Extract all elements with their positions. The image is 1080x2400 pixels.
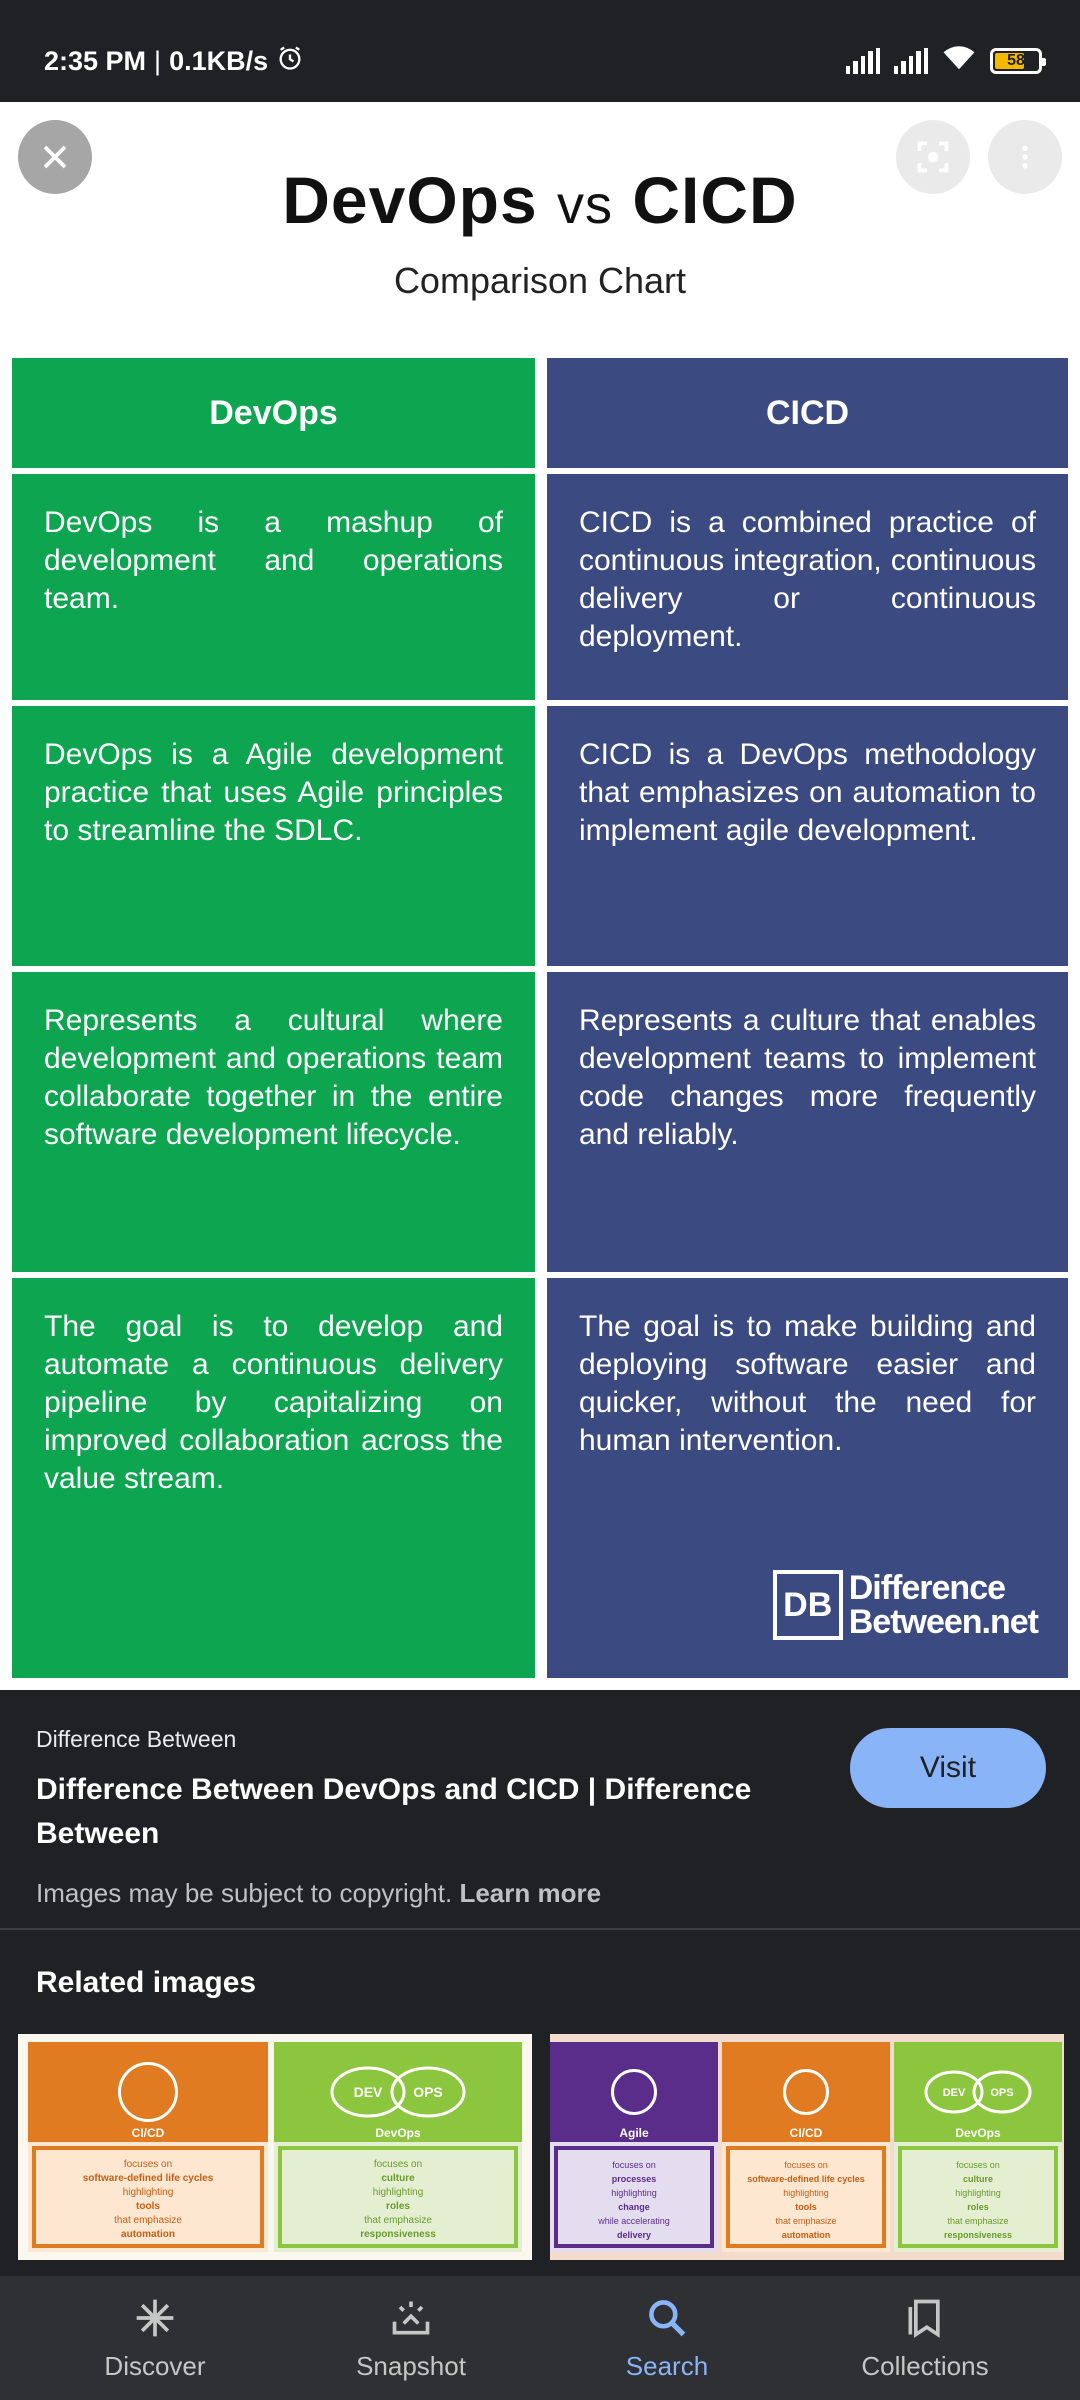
source-name[interactable]: Difference Between — [36, 1726, 237, 1752]
cell-devops-1: DevOps is a mashup of development and op… — [12, 474, 535, 700]
network-speed: 0.1KB/s — [169, 46, 269, 76]
related-images-heading: Related images — [36, 1966, 257, 1999]
thumb2-col-cicd: CI/CD focuses on software-defined life c… — [722, 2042, 890, 2252]
status-right: 58 — [846, 44, 1046, 77]
status-bar: 2:35 PM | 0.1KB/s 58 — [0, 0, 1080, 102]
svg-text:DEV: DEV — [354, 2084, 383, 2100]
image-subtitle: Comparison Chart — [393, 260, 687, 301]
nav-snapshot-label: Snapshot — [356, 2350, 466, 2381]
separator: | — [154, 46, 162, 76]
header-cicd: CICD — [547, 358, 1068, 468]
nav-snapshot[interactable]: Snapshot — [276, 2276, 546, 2400]
cell-cicd-4: The goal is to make building and deployi… — [547, 1278, 1068, 1678]
title-vs: vs — [557, 175, 614, 235]
cell-cicd-2: CICD is a DevOps methodology that emphas… — [547, 706, 1068, 966]
nav-search-label: Search — [625, 2350, 709, 2381]
thumb2-label-devops: DevOps — [955, 2126, 1001, 2140]
search-icon — [644, 2295, 690, 2341]
alarm-icon — [276, 44, 304, 79]
thumb2-label-agile: Agile — [619, 2126, 649, 2140]
watermark-db: DB — [772, 1570, 843, 1640]
thumb1-col-cicd: CI/CD focuses on software-defined life c… — [28, 2042, 268, 2252]
thumb2-lock-icon: Agile — [550, 2042, 718, 2142]
result-title[interactable]: Difference Between DevOps and CICD | Dif… — [36, 1773, 752, 1850]
copyright-text: Images may be subject to copyright. — [36, 1878, 453, 1908]
more-vert-icon — [1022, 145, 1028, 169]
status-left: 2:35 PM | 0.1KB/s — [44, 44, 304, 79]
thumb2-infinity-icon: DEV OPS DevOps — [894, 2042, 1062, 2142]
battery-icon: 58 — [990, 47, 1046, 74]
svg-text:OPS: OPS — [990, 2087, 1013, 2099]
thumb2-box-cicd: focuses on software-defined life cycles … — [726, 2146, 886, 2248]
title-left: DevOps — [282, 163, 538, 237]
header-devops: DevOps — [12, 358, 535, 468]
thumb2-col-devops: DEV OPS DevOps focuses on culture highlig… — [894, 2042, 1062, 2252]
watermark-line2: Between.net — [848, 1603, 1039, 1641]
snapshot-icon — [388, 2295, 434, 2341]
bottom-navigation: Discover Snapshot Search Collections — [0, 2276, 1080, 2400]
image-preview[interactable]: DevOps vs CICD Comparison Chart DevOps C… — [0, 102, 1080, 1690]
thumb1-box-devops: focuses on culture highlighting roles th… — [278, 2146, 518, 2248]
thumb2-col-agile: Agile focuses on processes highlighting … — [550, 2042, 718, 2252]
thumb1-infinity-icon: DEV OPS DevOps — [274, 2042, 522, 2142]
thumb2-label-cicd: CI/CD — [789, 2126, 823, 2140]
divider — [0, 1928, 1080, 1930]
watermark-text: Difference Between.net — [848, 1569, 1039, 1641]
cell-cicd-1: CICD is a combined practice of continuou… — [547, 474, 1068, 700]
thumb1-label-cicd: CI/CD — [131, 2126, 165, 2140]
more-options-button[interactable] — [988, 120, 1062, 194]
collections-icon — [902, 2295, 948, 2341]
clock: 2:35 PM — [44, 46, 147, 76]
lens-icon — [917, 141, 949, 173]
watermark-line1: Difference — [848, 1569, 1006, 1607]
learn-more-link[interactable]: Learn more — [459, 1878, 602, 1908]
svg-text:OPS: OPS — [413, 2084, 443, 2100]
cell-devops-4: The goal is to develop and automate a co… — [12, 1278, 535, 1678]
thumb1-label-devops: DevOps — [375, 2126, 421, 2140]
battery-level: 58 — [1007, 51, 1025, 69]
nav-discover-label: Discover — [104, 2350, 206, 2381]
lens-button[interactable] — [896, 120, 970, 194]
thumb2-box-devops: focuses on culture highlighting roles th… — [898, 2146, 1058, 2248]
nav-collections[interactable]: Collections — [790, 2276, 1060, 2400]
cell-devops-2: DevOps is a Agile development practice t… — [12, 706, 535, 966]
thumb2-box-agile: focuses on processes highlighting change… — [554, 2146, 714, 2248]
cell-devops-3: Represents a cultural where development … — [12, 972, 535, 1272]
asterisk-icon — [132, 2295, 178, 2341]
title-right: CICD — [632, 163, 798, 237]
cell-cicd-3: Represents a culture that enables develo… — [547, 972, 1068, 1272]
thumb2-gears-icon: CI/CD — [722, 2042, 890, 2142]
image-title: DevOps vs CICD — [0, 162, 1080, 238]
watermark-logo: DB Difference Between.net — [772, 1569, 1039, 1641]
wifi-icon — [942, 44, 976, 77]
thumb1-gears-icon: CI/CD — [28, 2042, 268, 2142]
nav-search[interactable]: Search — [532, 2276, 802, 2400]
signal-icon — [894, 47, 929, 74]
visit-button[interactable]: Visit — [850, 1728, 1046, 1808]
thumb1-col-devops: DEV OPS DevOps focuses on culture highlig… — [274, 2042, 522, 2252]
related-image-1[interactable]: CI/CD focuses on software-defined life c… — [18, 2034, 532, 2260]
image-info-panel: Difference Between Difference Between De… — [0, 1690, 1080, 1930]
close-button[interactable] — [18, 120, 92, 194]
nav-collections-label: Collections — [861, 2350, 989, 2381]
copyright-notice: Images may be subject to copyright. Lear… — [36, 1878, 601, 1909]
related-image-2[interactable]: Agile focuses on processes highlighting … — [550, 2034, 1064, 2260]
nav-discover[interactable]: Discover — [20, 2276, 290, 2400]
svg-text:DEV: DEV — [943, 2087, 966, 2099]
cicd-goal-text: The goal is to make building and deployi… — [579, 1310, 1036, 1457]
close-icon — [43, 145, 67, 169]
thumb1-box-cicd: focuses on software-defined life cycles … — [32, 2146, 264, 2248]
signal-icon — [846, 47, 881, 74]
